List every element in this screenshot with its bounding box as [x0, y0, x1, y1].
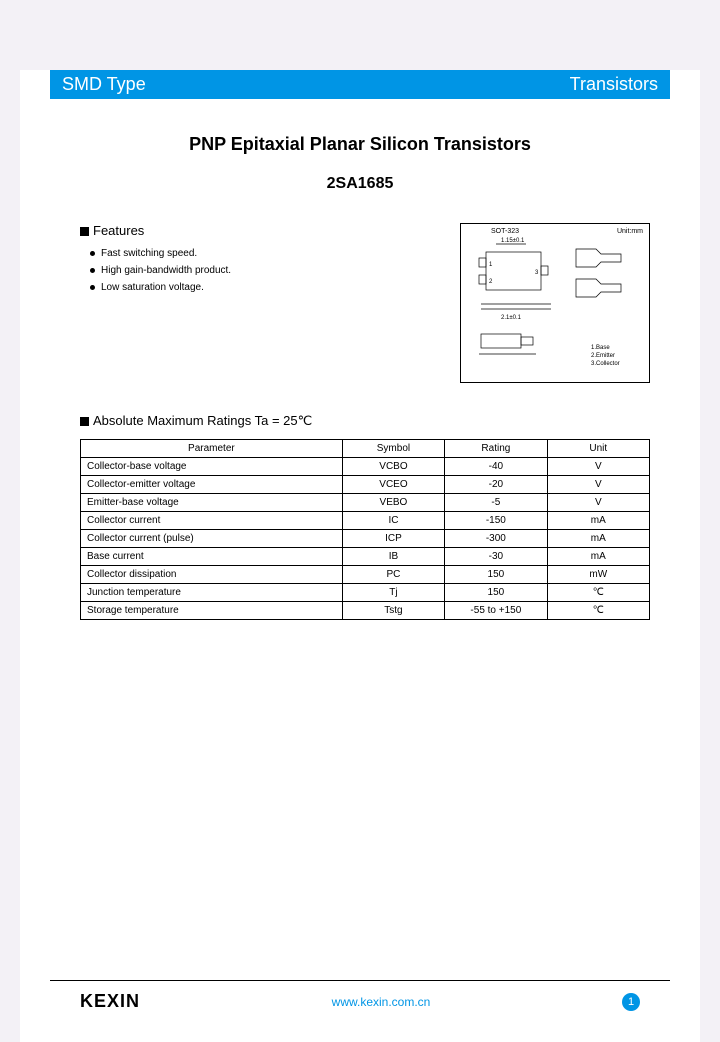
table-cell: mA	[547, 548, 649, 566]
features-block: Features Fast switching speed. High gain…	[80, 223, 460, 383]
table-cell: Storage temperature	[81, 602, 343, 620]
pin-label: 3.Collector	[591, 361, 620, 367]
pin-label: 1.Base	[591, 345, 610, 351]
package-svg: 1 2 3 1.15±0.1 2.1±0.1 1.Base 2.Emitter	[461, 224, 649, 382]
ratings-heading: Absolute Maximum Ratings Ta = 25℃	[80, 413, 650, 429]
features-heading: Features	[80, 223, 460, 238]
col-rating: Rating	[445, 440, 547, 458]
table-cell: VEBO	[342, 494, 444, 512]
package-diagram: SOT-323 Unit:mm 1 2 3 1.15±0.1	[460, 223, 650, 383]
footer: KEXIN www.kexin.com.cn 1	[50, 980, 670, 1012]
feature-text: Low saturation voltage.	[101, 282, 204, 293]
feature-item: Fast switching speed.	[90, 248, 460, 259]
table-cell: -300	[445, 530, 547, 548]
feature-text: High gain-bandwidth product.	[101, 265, 231, 276]
table-cell: ICP	[342, 530, 444, 548]
pin-label: 2.Emitter	[591, 353, 615, 359]
table-cell: Tj	[342, 584, 444, 602]
table-cell: V	[547, 476, 649, 494]
table-cell: mA	[547, 530, 649, 548]
part-number: 2SA1685	[20, 175, 700, 193]
feature-item: High gain-bandwidth product.	[90, 265, 460, 276]
page-title: PNP Epitaxial Planar Silicon Transistors	[20, 134, 700, 155]
table-cell: IB	[342, 548, 444, 566]
table-cell: Collector current	[81, 512, 343, 530]
col-symbol: Symbol	[342, 440, 444, 458]
table-cell: -150	[445, 512, 547, 530]
table-cell: VCEO	[342, 476, 444, 494]
table-cell: Emitter-base voltage	[81, 494, 343, 512]
svg-text:1.15±0.1: 1.15±0.1	[501, 238, 525, 244]
table-row: Base currentIB-30mA	[81, 548, 650, 566]
table-cell: VCBO	[342, 458, 444, 476]
ratings-section: Absolute Maximum Ratings Ta = 25℃ Parame…	[80, 413, 650, 620]
ratings-heading-text: Absolute Maximum Ratings Ta = 25℃	[93, 413, 312, 428]
content-row: Features Fast switching speed. High gain…	[80, 223, 650, 383]
table-cell: Collector-base voltage	[81, 458, 343, 476]
svg-text:2: 2	[489, 279, 493, 285]
package-unit: Unit:mm	[617, 228, 643, 235]
table-cell: mA	[547, 512, 649, 530]
table-cell: mW	[547, 566, 649, 584]
table-cell: -20	[445, 476, 547, 494]
table-cell: V	[547, 458, 649, 476]
table-cell: -5	[445, 494, 547, 512]
square-bullet-icon	[80, 417, 89, 426]
col-parameter: Parameter	[81, 440, 343, 458]
datasheet-page: SMD Type Transistors PNP Epitaxial Plana…	[20, 70, 700, 1042]
table-cell: Collector dissipation	[81, 566, 343, 584]
table-cell: 150	[445, 566, 547, 584]
svg-text:1: 1	[489, 262, 493, 268]
bullet-icon	[90, 285, 95, 290]
table-cell: Collector-emitter voltage	[81, 476, 343, 494]
table-row: Junction temperatureTj150℃	[81, 584, 650, 602]
bullet-icon	[90, 251, 95, 256]
table-row: Collector current (pulse)ICP-300mA	[81, 530, 650, 548]
svg-text:3: 3	[535, 270, 539, 276]
table-cell: ℃	[547, 584, 649, 602]
table-header-row: Parameter Symbol Rating Unit	[81, 440, 650, 458]
feature-text: Fast switching speed.	[101, 248, 197, 259]
table-cell: Collector current (pulse)	[81, 530, 343, 548]
header-type: Transistors	[230, 70, 670, 99]
table-row: Collector-emitter voltageVCEO-20V	[81, 476, 650, 494]
feature-item: Low saturation voltage.	[90, 282, 460, 293]
table-cell: Junction temperature	[81, 584, 343, 602]
header-bar: SMD Type Transistors	[50, 70, 670, 99]
table-cell: -30	[445, 548, 547, 566]
website-url: www.kexin.com.cn	[332, 995, 431, 1009]
table-cell: IC	[342, 512, 444, 530]
table-cell: V	[547, 494, 649, 512]
table-cell: ℃	[547, 602, 649, 620]
table-cell: Base current	[81, 548, 343, 566]
table-row: Collector-base voltageVCBO-40V	[81, 458, 650, 476]
svg-text:2.1±0.1: 2.1±0.1	[501, 315, 522, 321]
col-unit: Unit	[547, 440, 649, 458]
square-bullet-icon	[80, 227, 89, 236]
table-row: Emitter-base voltageVEBO-5V	[81, 494, 650, 512]
table-row: Collector dissipationPC150mW	[81, 566, 650, 584]
table-cell: Tstg	[342, 602, 444, 620]
bullet-icon	[90, 268, 95, 273]
footer-divider	[50, 980, 670, 981]
table-cell: -40	[445, 458, 547, 476]
package-name: SOT-323	[491, 228, 519, 235]
footer-row: KEXIN www.kexin.com.cn 1	[50, 991, 670, 1012]
ratings-table: Parameter Symbol Rating Unit Collector-b…	[80, 439, 650, 620]
table-row: Storage temperatureTstg-55 to +150℃	[81, 602, 650, 620]
table-cell: 150	[445, 584, 547, 602]
header-category: SMD Type	[50, 70, 230, 99]
logo: KEXIN	[80, 991, 140, 1012]
page-number: 1	[622, 993, 640, 1011]
table-cell: PC	[342, 566, 444, 584]
features-heading-text: Features	[93, 223, 144, 238]
table-cell: -55 to +150	[445, 602, 547, 620]
table-row: Collector currentIC-150mA	[81, 512, 650, 530]
